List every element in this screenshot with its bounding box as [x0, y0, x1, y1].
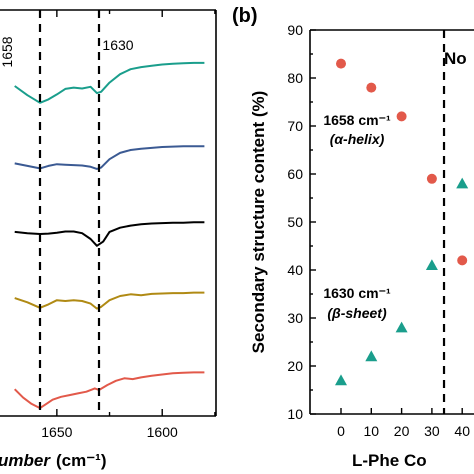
spectrum-line-4: [14, 291, 205, 310]
xlabel-fragment: umber: [0, 451, 51, 470]
helix-point: [336, 58, 346, 69]
helix-point: [396, 111, 407, 122]
panel-b-tag: (b): [232, 5, 258, 27]
spectrum-line-5: [13, 371, 205, 410]
dashed-label-1658: 1658: [0, 36, 15, 67]
helix-annotation-line2: (α-helix): [330, 131, 385, 147]
sheet-point: [365, 350, 378, 362]
helix-point: [366, 82, 377, 93]
helix-point: [426, 173, 437, 184]
spectra-lines: [13, 61, 205, 410]
helix-point: [457, 255, 468, 266]
sheet-point: [456, 177, 469, 189]
panel-b: (b) 10 20 30 40 50 60 70 80 90 0 10 20 30 40 Secondar…: [232, 5, 474, 470]
panel-b-ytick-label: 40: [287, 262, 303, 278]
panel-b-ytick-label: 10: [287, 406, 303, 422]
panel-b-ytick-label: 30: [287, 310, 303, 326]
sheet-point: [395, 321, 408, 333]
panel-b-ytick-label: 90: [287, 22, 303, 38]
panel-b-ytick-label: 50: [287, 214, 303, 230]
panel-a-xtick-label: 1600: [147, 424, 178, 440]
sheet-point: [335, 374, 347, 386]
panel-b-xtick-label: 10: [364, 423, 380, 439]
panel-b-ytick-label: 60: [287, 166, 303, 182]
sheet-annotation-line2: (β-sheet): [327, 305, 387, 321]
panel-b-xtick-label: 20: [394, 423, 410, 439]
panel-b-xlabel: L-Phe Co: [352, 451, 427, 470]
sheet-annotation-line1: 1630 cm⁻¹: [323, 285, 391, 301]
panel-a: 1650 1600 1658 1630 umber (cm⁻¹): [0, 9, 217, 470]
dashed-marker-lines: [38, 10, 101, 416]
panel-b-xtick-label: 0: [337, 423, 345, 439]
panel-b-ytick-label: 70: [287, 118, 303, 134]
panel-b-ytick-label: 20: [287, 358, 303, 374]
dashed-label-1630: 1630: [102, 37, 133, 53]
panel-a-xlabel: umber (cm⁻¹): [0, 451, 107, 470]
sheet-point: [425, 259, 438, 270]
spectrum-line-3: [14, 221, 205, 247]
panel-b-xtick-label: 30: [424, 423, 440, 439]
spectrum-line-1: [14, 61, 205, 104]
panel-a-ticks: 1650 1600: [41, 10, 216, 440]
panel-a-xtick-label: 1650: [41, 424, 72, 440]
panel-b-ylabel: Secondary structure content (%): [249, 91, 268, 354]
dashed-label-fragment: No: [444, 49, 467, 68]
spectrum-line-2: [14, 145, 205, 170]
panel-b-ticks: 10 20 30 40 50 60 70 80 90 0 10 20 30 40: [287, 22, 470, 439]
panel-b-ytick-label: 80: [287, 70, 303, 86]
panel-b-points: [335, 58, 469, 386]
helix-annotation-line1: 1658 cm⁻¹: [323, 112, 391, 128]
xlabel-unit: (cm⁻¹): [56, 451, 107, 470]
panel-b-xtick-label: 40: [454, 423, 470, 439]
